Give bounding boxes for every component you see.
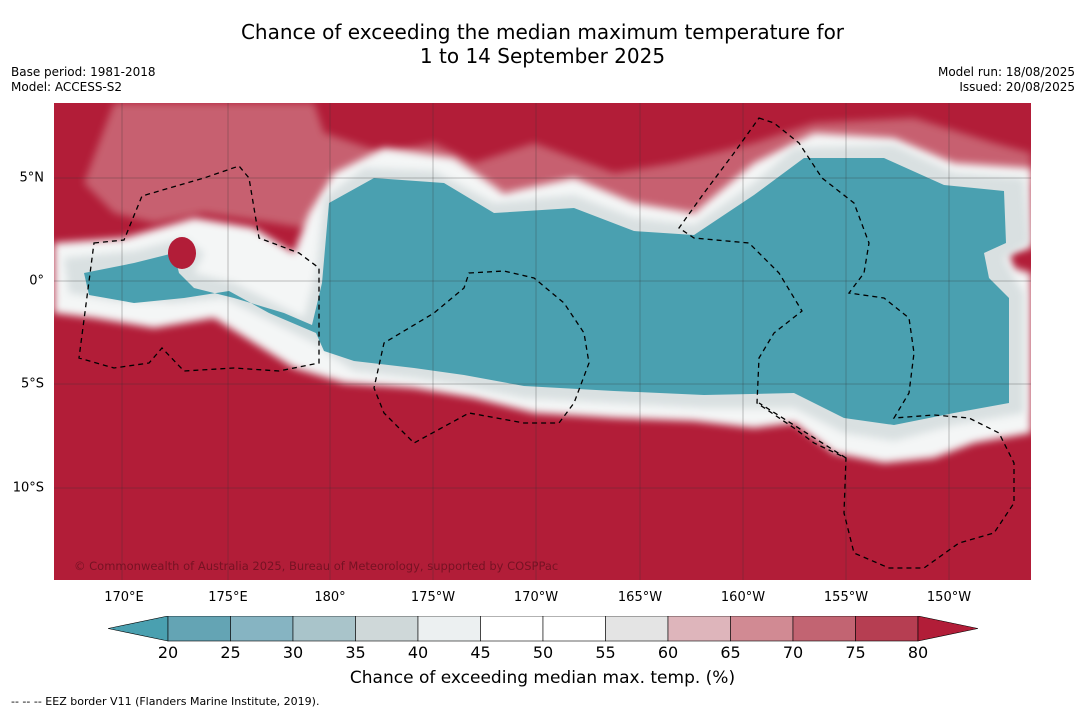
model-run: Model run: 18/08/2025 <box>937 65 1075 79</box>
colorbar-segment <box>542 616 606 642</box>
colorbar-under-arrow <box>108 616 169 642</box>
metadata-left: Base period: 1981-2018 Model: ACCESS-S2 <box>11 65 156 95</box>
model-name: Model: ACCESS-S2 <box>11 80 123 94</box>
colorbar-over-arrow <box>917 616 978 642</box>
lon-label-160w: 160°W <box>720 590 766 605</box>
metadata-right: Model run: 18/08/2025 Issued: 20/08/2025 <box>938 65 1075 95</box>
lat-label-10s: 10°S <box>12 480 44 496</box>
colorbar-tick: 30 <box>282 643 304 662</box>
colorbar-segments <box>167 616 919 642</box>
colorbar-tick: 55 <box>595 643 616 662</box>
colorbar-tick: 65 <box>720 643 741 662</box>
colorbar-tick: 35 <box>345 643 366 662</box>
colorbar-tick: 40 <box>407 643 429 662</box>
colorbar-segment <box>167 616 231 642</box>
colorbar-tick: 70 <box>782 643 804 662</box>
colorbar-segment <box>730 616 794 642</box>
colorbar-segment <box>355 616 419 642</box>
base-period: Base period: 1981-2018 <box>11 65 156 79</box>
colorbar-segment <box>605 616 669 642</box>
issued-date: Issued: 20/08/2025 <box>959 80 1075 94</box>
colorbar-tick: 25 <box>220 643 241 662</box>
graticule <box>54 103 1031 580</box>
low-probability-region <box>84 158 1009 425</box>
colorbar-segment <box>417 616 481 642</box>
chart-title: Chance of exceeding the median maximum t… <box>0 20 1085 68</box>
red-patch-west <box>168 237 196 269</box>
colorbar-segment <box>667 616 731 642</box>
lon-label-155w: 155°W <box>823 590 869 605</box>
colorbar-tick: 45 <box>470 643 491 662</box>
eez-borders <box>78 117 1015 569</box>
lon-label-170w: 170°W <box>513 590 559 605</box>
colorbar-segment <box>292 616 356 642</box>
lat-label-5s: 5°S <box>20 376 44 392</box>
lat-label-0: 0° <box>29 273 44 289</box>
probability-map: © Commonwealth of Australia 2025, Bureau… <box>54 103 1031 580</box>
lon-label-175w: 175°W <box>410 590 456 605</box>
colorbar-tick: 80 <box>907 643 929 662</box>
lon-label-170e: 170°E <box>104 590 144 605</box>
lon-label-175e: 175°E <box>208 590 248 605</box>
colorbar-tick: 75 <box>845 643 866 662</box>
colorbar <box>108 616 978 642</box>
colorbar-segment <box>230 616 294 642</box>
colorbar-segment <box>792 616 856 642</box>
colorbar-tick: 20 <box>157 643 179 662</box>
lon-label-165w: 165°W <box>617 590 663 605</box>
colorbar-label: Chance of exceeding median max. temp. (%… <box>349 668 736 688</box>
lon-label-150w: 150°W <box>926 590 972 605</box>
colorbar-segment <box>480 616 544 642</box>
eez-footnote: -- -- -- EEZ border V11 (Flanders Marine… <box>11 695 320 708</box>
title-line-1: Chance of exceeding the median maximum t… <box>240 20 845 44</box>
lat-label-5n: 5°N <box>19 170 45 186</box>
lon-label-180: 180° <box>314 590 346 605</box>
title-line-2: 1 to 14 September 2025 <box>419 44 666 68</box>
colorbar-segment <box>855 616 919 642</box>
colorbar-tick: 60 <box>657 643 679 662</box>
copyright-notice: © Commonwealth of Australia 2025, Bureau… <box>74 559 558 573</box>
colorbar-tick: 50 <box>532 643 554 662</box>
